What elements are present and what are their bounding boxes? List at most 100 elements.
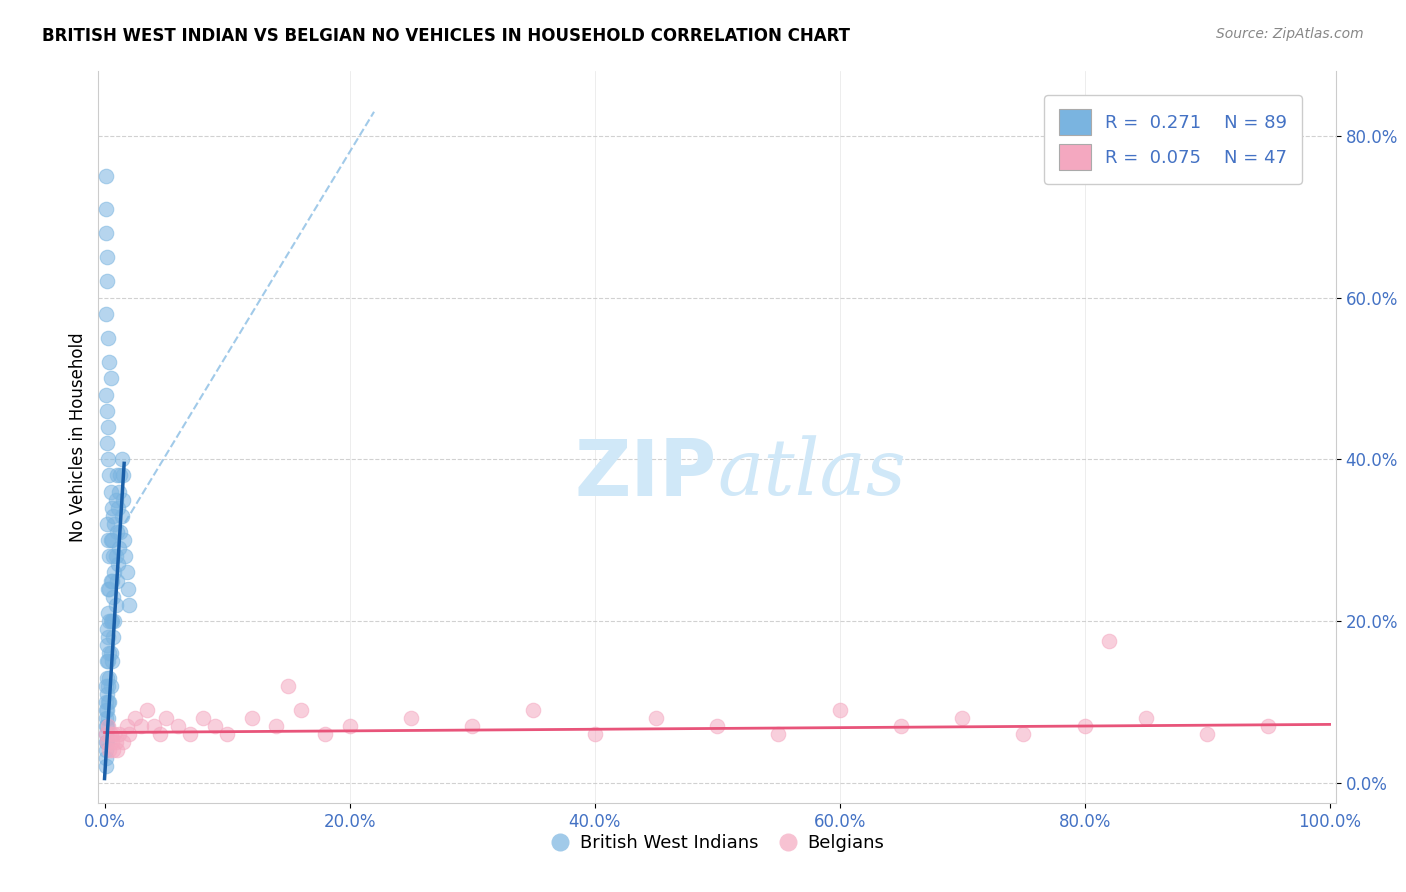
Point bbox=[103, 516, 125, 531]
Y-axis label: No Vehicles in Household: No Vehicles in Household bbox=[69, 332, 87, 542]
Point bbox=[101, 743, 124, 757]
Point bbox=[115, 566, 138, 580]
Point bbox=[111, 492, 134, 507]
Point bbox=[111, 468, 134, 483]
Point bbox=[98, 671, 121, 685]
Point bbox=[104, 492, 127, 507]
Point bbox=[101, 630, 124, 644]
Point bbox=[108, 541, 131, 556]
Point bbox=[97, 582, 120, 596]
Point bbox=[101, 574, 124, 588]
Point bbox=[94, 226, 117, 240]
Point bbox=[94, 759, 117, 773]
Point bbox=[583, 727, 606, 741]
Point bbox=[98, 614, 121, 628]
Point bbox=[96, 436, 118, 450]
Point bbox=[104, 598, 127, 612]
Point bbox=[204, 719, 226, 733]
Text: atlas: atlas bbox=[717, 435, 905, 512]
Point bbox=[100, 679, 122, 693]
Point bbox=[399, 711, 422, 725]
Point bbox=[96, 703, 118, 717]
Point bbox=[96, 735, 118, 749]
Point bbox=[103, 566, 125, 580]
Point bbox=[101, 500, 124, 515]
Point bbox=[97, 695, 120, 709]
Point bbox=[1073, 719, 1095, 733]
Point bbox=[111, 452, 134, 467]
Point bbox=[108, 727, 131, 741]
Point bbox=[108, 484, 131, 499]
Point bbox=[101, 654, 124, 668]
Point bbox=[1098, 634, 1121, 648]
Point bbox=[94, 169, 117, 184]
Point bbox=[339, 719, 361, 733]
Point bbox=[94, 751, 117, 765]
Point bbox=[94, 202, 117, 216]
Point bbox=[105, 468, 128, 483]
Point bbox=[644, 711, 666, 725]
Point bbox=[96, 719, 118, 733]
Point bbox=[768, 727, 790, 741]
Point bbox=[97, 331, 120, 345]
Point bbox=[103, 727, 125, 741]
Point bbox=[105, 524, 128, 539]
Point bbox=[111, 735, 134, 749]
Point bbox=[94, 711, 117, 725]
Point bbox=[98, 646, 121, 660]
Point bbox=[97, 606, 120, 620]
Point bbox=[118, 598, 141, 612]
Point bbox=[104, 549, 127, 564]
Point bbox=[110, 524, 132, 539]
Point bbox=[96, 638, 118, 652]
Point bbox=[1197, 727, 1219, 741]
Point bbox=[117, 582, 139, 596]
Point bbox=[101, 590, 124, 604]
Point bbox=[191, 711, 214, 725]
Point bbox=[94, 703, 117, 717]
Point bbox=[290, 703, 312, 717]
Point bbox=[100, 727, 122, 741]
Point bbox=[98, 468, 121, 483]
Point bbox=[461, 719, 484, 733]
Point bbox=[114, 549, 136, 564]
Point bbox=[115, 719, 138, 733]
Point bbox=[1257, 719, 1279, 733]
Text: ZIP: ZIP bbox=[575, 435, 717, 512]
Point bbox=[98, 582, 121, 596]
Point bbox=[97, 420, 120, 434]
Point bbox=[149, 727, 172, 741]
Point bbox=[101, 549, 124, 564]
Point bbox=[105, 574, 128, 588]
Text: Source: ZipAtlas.com: Source: ZipAtlas.com bbox=[1216, 27, 1364, 41]
Point bbox=[277, 679, 299, 693]
Point bbox=[94, 735, 117, 749]
Point bbox=[314, 727, 336, 741]
Point bbox=[1012, 727, 1035, 741]
Point bbox=[96, 735, 118, 749]
Point bbox=[111, 508, 134, 523]
Point bbox=[94, 679, 117, 693]
Text: BRITISH WEST INDIAN VS BELGIAN NO VEHICLES IN HOUSEHOLD CORRELATION CHART: BRITISH WEST INDIAN VS BELGIAN NO VEHICL… bbox=[42, 27, 851, 45]
Point bbox=[101, 508, 124, 523]
Point bbox=[96, 516, 118, 531]
Point bbox=[100, 614, 122, 628]
Point bbox=[96, 275, 118, 289]
Point bbox=[107, 500, 129, 515]
Point bbox=[94, 695, 117, 709]
Point bbox=[96, 671, 118, 685]
Point bbox=[118, 727, 141, 741]
Point bbox=[706, 719, 728, 733]
Point bbox=[100, 574, 122, 588]
Point bbox=[96, 622, 118, 636]
Point bbox=[101, 614, 124, 628]
Point bbox=[264, 719, 287, 733]
Point bbox=[94, 727, 117, 741]
Point bbox=[155, 711, 177, 725]
Point bbox=[96, 654, 118, 668]
Point bbox=[103, 614, 125, 628]
Point bbox=[98, 695, 121, 709]
Point bbox=[97, 452, 120, 467]
Point bbox=[97, 533, 120, 548]
Point bbox=[142, 719, 165, 733]
